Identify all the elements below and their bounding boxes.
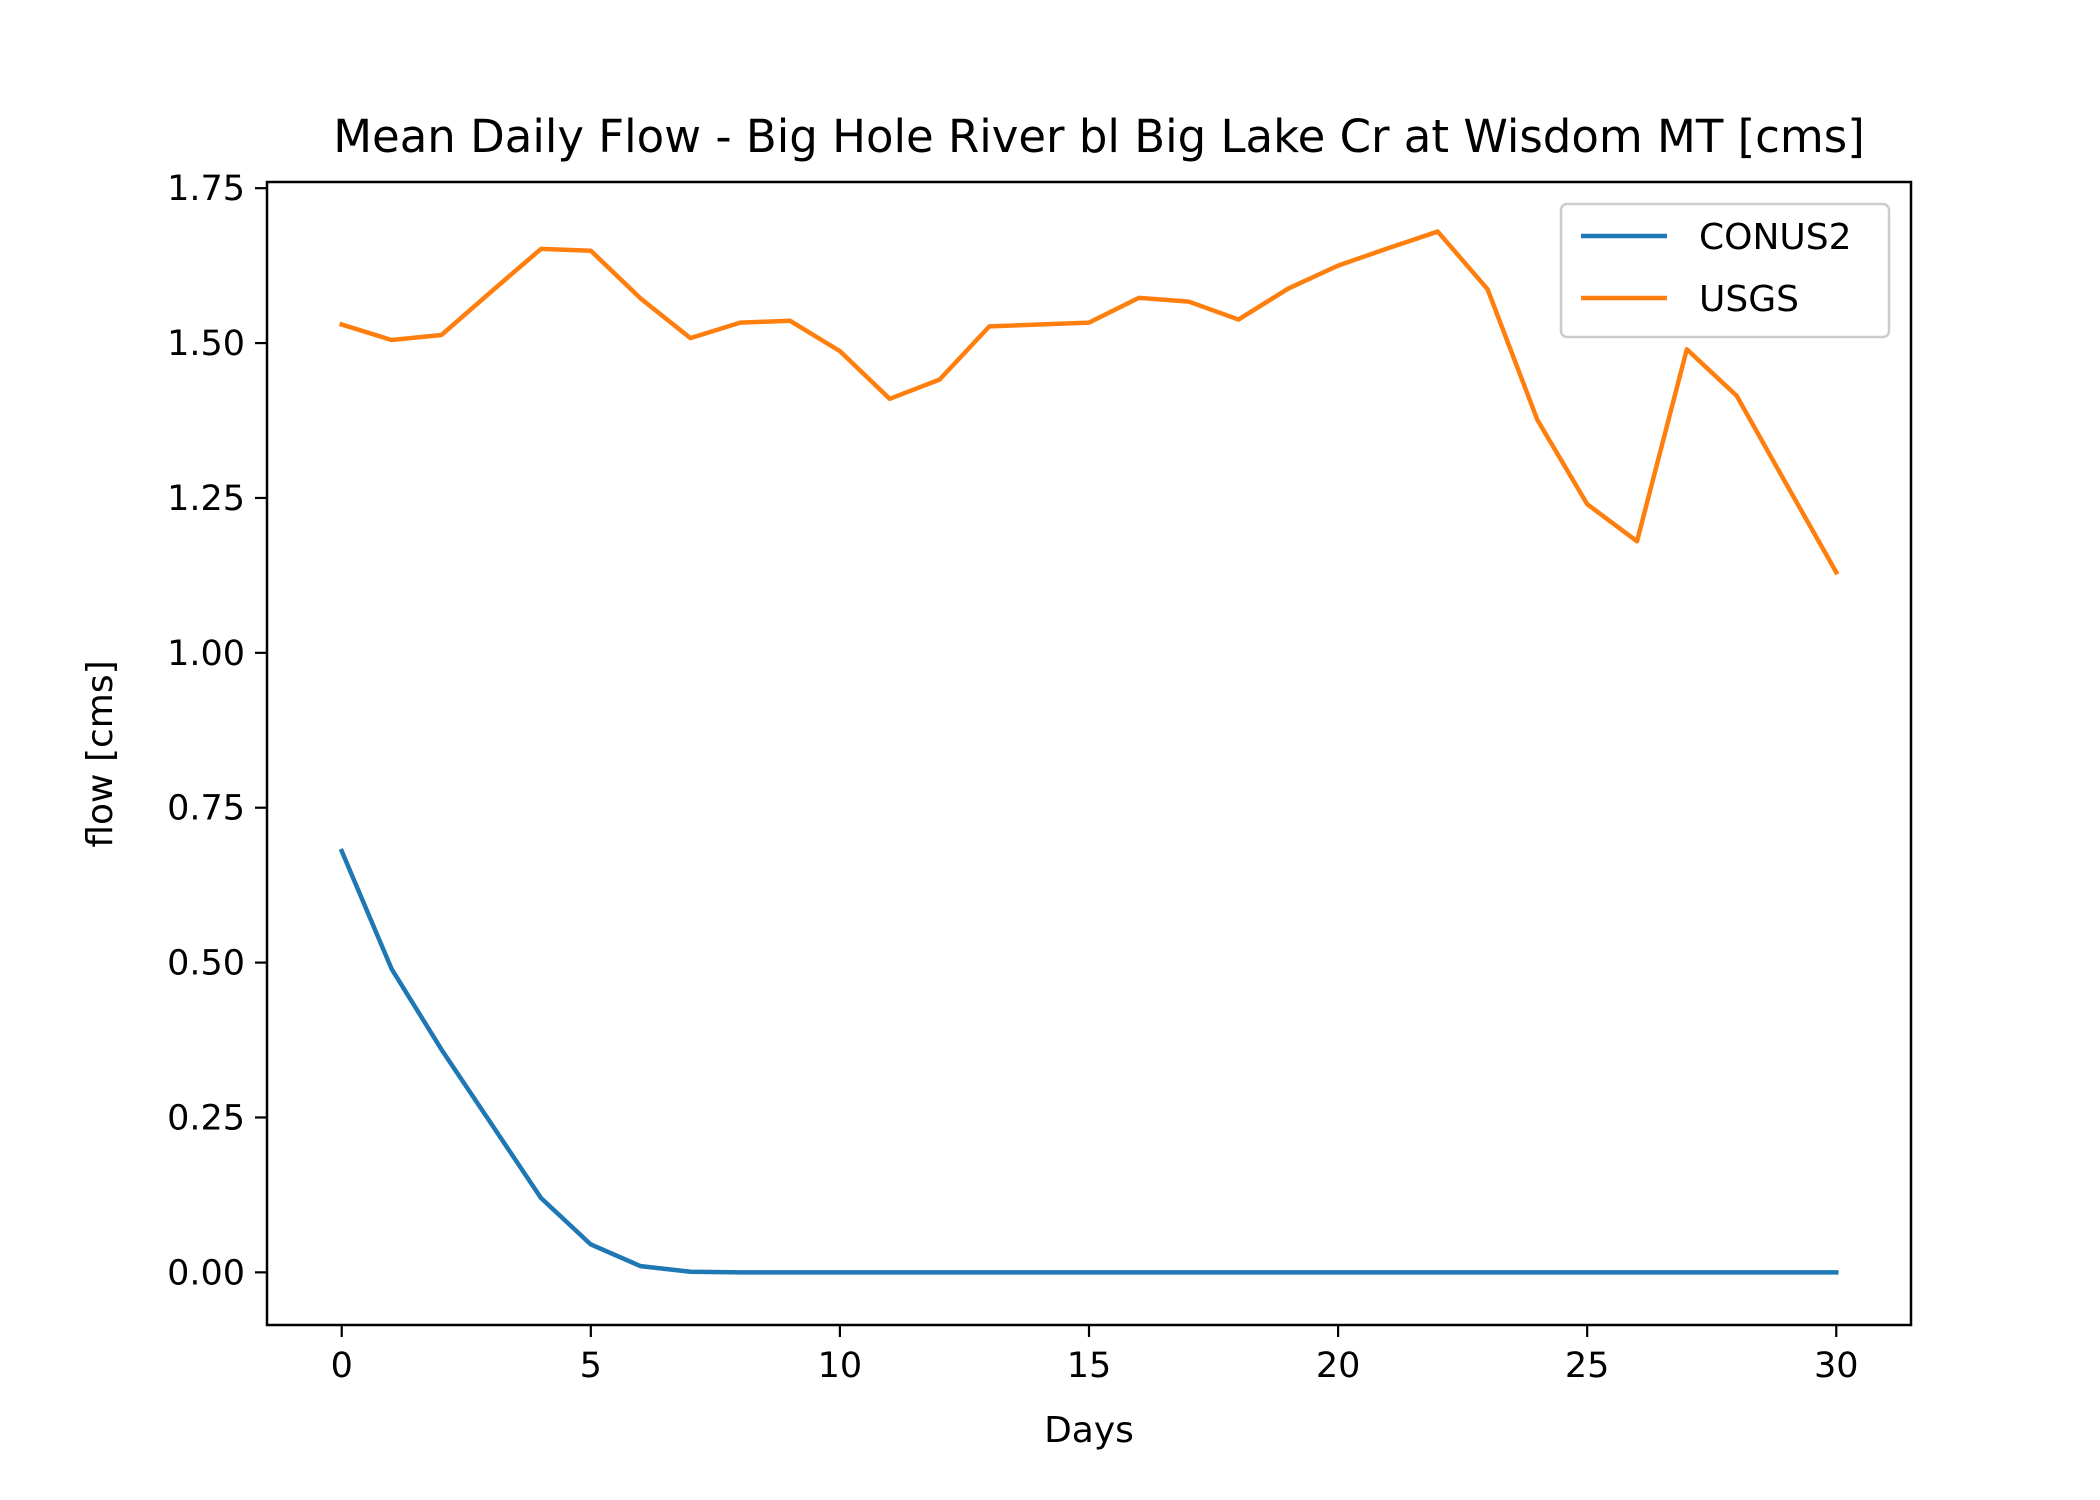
x-tick-label: 20 — [1316, 1346, 1361, 1386]
plot-area: 0 5 10 15 20 25 30 0.00 0.25 0.50 0.75 1.00 1.25 1.5… — [167, 169, 1913, 1386]
x-axis: 0 5 10 15 20 25 30 — [331, 1325, 1859, 1386]
x-tick-label: 30 — [1814, 1346, 1859, 1386]
legend-label-conus2: CONUS2 — [1699, 217, 1852, 258]
y-tick-label: 0.00 — [167, 1253, 245, 1293]
y-axis: 0.00 0.25 0.50 0.75 1.00 1.25 1.50 1.75 — [167, 169, 267, 1293]
series-lines — [338, 229, 1840, 1275]
legend: CONUS2 USGS — [1559, 202, 1891, 339]
y-tick-label: 1.25 — [167, 479, 245, 519]
y-tick-label: 0.75 — [167, 789, 245, 829]
y-tick-label: 0.50 — [167, 944, 245, 984]
x-tick-label: 25 — [1565, 1346, 1610, 1386]
legend-label-usgs: USGS — [1699, 279, 1799, 320]
series-line-conus2 — [338, 848, 1839, 1275]
x-tick-label: 0 — [331, 1346, 353, 1386]
y-tick-label: 0.25 — [167, 1098, 245, 1138]
y-tick-label: 1.75 — [167, 169, 245, 209]
x-tick-label: 10 — [818, 1346, 863, 1386]
x-tick-label: 5 — [580, 1346, 602, 1386]
x-tick-label: 15 — [1067, 1346, 1112, 1386]
y-tick-label: 1.50 — [167, 324, 245, 364]
chart-title: Mean Daily Flow - Big Hole River bl Big … — [333, 110, 1865, 163]
y-tick-label: 1.00 — [167, 634, 245, 674]
y-axis-label: flow [cms] — [80, 660, 121, 847]
x-axis-label: Days — [1044, 1410, 1134, 1451]
series-line-usgs — [338, 229, 1840, 576]
